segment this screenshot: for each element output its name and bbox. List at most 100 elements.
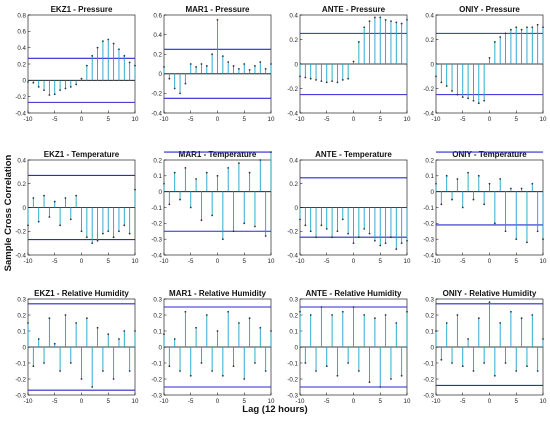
stem-marker <box>526 365 528 368</box>
stem-marker <box>320 80 323 83</box>
stem-marker <box>37 220 40 223</box>
stem-marker <box>184 167 187 169</box>
stem-marker <box>102 40 104 43</box>
y-tick-label: 0.8 <box>17 12 26 19</box>
stem-marker <box>477 317 480 320</box>
stem-marker <box>352 242 355 245</box>
y-tick-label: -0.2 <box>423 376 434 383</box>
subplot-7: ANTE - Temperature -0.4 -0.2 0 0.2 0.4 -10 -5 0 5… <box>287 150 411 265</box>
y-tick-label: 0.1 <box>153 328 162 335</box>
stem-marker <box>59 224 61 227</box>
x-tick-label: -10 <box>432 116 442 123</box>
x-tick-label: -5 <box>324 258 330 265</box>
x-tick-label: -10 <box>160 258 170 265</box>
subplot-title: ANTE - Temperature <box>315 150 392 159</box>
stem-marker <box>243 378 246 380</box>
x-tick-label: -5 <box>52 398 58 405</box>
stem-marker <box>435 330 437 332</box>
stem-marker <box>357 370 360 372</box>
x-tick-label: 0 <box>352 398 356 405</box>
stem-marker <box>128 370 131 372</box>
x-tick-label: 5 <box>379 398 383 405</box>
x-tick-label: 10 <box>132 258 139 265</box>
y-tick-label: 0.6 <box>17 29 26 36</box>
stem-marker <box>32 365 35 368</box>
x-tick-label: 10 <box>268 398 275 405</box>
stem-marker <box>493 41 496 43</box>
x-tick-label: 5 <box>379 258 383 265</box>
stem-marker <box>531 26 534 29</box>
y-tick-label: 0.2 <box>289 181 298 188</box>
stem-marker <box>341 310 344 313</box>
y-tick-label: 0.2 <box>289 37 298 44</box>
stem-marker <box>221 374 224 377</box>
stem-marker <box>37 85 40 88</box>
x-tick-label: 10 <box>540 116 547 123</box>
stem-marker <box>118 338 120 340</box>
subplot-12: ONIY - Relative Humidity -0.3 -0.2 -0.1 0 0.1… <box>423 289 547 405</box>
stem-marker <box>315 370 317 372</box>
stem-marker <box>248 68 251 71</box>
stem-marker <box>510 187 512 190</box>
stem-marker <box>232 65 235 67</box>
stem-marker <box>390 20 392 23</box>
stem-marker <box>205 314 208 316</box>
x-tick-label: -10 <box>432 398 442 405</box>
stem-marker <box>336 230 339 233</box>
stem-marker <box>123 330 126 332</box>
y-tick-label: -0.1 <box>423 360 434 367</box>
stem-marker <box>304 224 307 227</box>
stem-marker <box>499 322 502 324</box>
x-tick-label: 10 <box>404 116 411 123</box>
y-tick-label: -0.4 <box>287 110 298 117</box>
stem-marker <box>368 20 371 23</box>
stem-marker <box>299 218 301 221</box>
stem-marker <box>254 65 256 67</box>
subplot-5: EKZ1 - Temperature -0.4 -0.2 0 0.2 0.4 -10 -5 0 5… <box>15 150 139 265</box>
subplot-title: EKZ1 - Pressure <box>51 5 113 14</box>
y-tick-label: 0 <box>295 205 299 212</box>
stem-marker <box>536 230 539 233</box>
x-tick-label: -5 <box>52 258 58 265</box>
stem-marker <box>440 81 443 84</box>
stem-marker <box>400 22 403 25</box>
stem-marker <box>395 248 398 250</box>
stem-marker <box>472 99 475 102</box>
stem-marker <box>134 64 136 67</box>
stem-marker <box>461 206 464 209</box>
stem-marker <box>216 19 219 21</box>
stem-marker <box>205 171 208 174</box>
stem-marker <box>390 378 392 380</box>
x-tick-label: -10 <box>24 398 34 405</box>
stem-marker <box>163 333 165 336</box>
stem-marker <box>445 85 448 87</box>
stem-marker <box>112 378 115 380</box>
x-tick-label: 10 <box>132 116 139 123</box>
stem-marker <box>488 301 491 304</box>
stem-marker <box>189 63 192 65</box>
stem-marker <box>264 235 267 237</box>
stem-marker <box>80 230 83 233</box>
y-tick-label: -0.3 <box>151 392 162 399</box>
y-tick-label: 0 <box>23 78 27 85</box>
stem-marker <box>309 77 312 80</box>
stem-marker <box>357 236 360 239</box>
stem-marker <box>179 370 181 372</box>
stem-marker <box>248 171 251 174</box>
stem-marker <box>536 23 539 26</box>
stem-marker <box>184 82 187 85</box>
stem-marker <box>520 317 523 320</box>
x-tick-label: 10 <box>132 398 139 405</box>
y-tick-label: -0.4 <box>423 110 434 117</box>
stem-marker <box>37 338 40 340</box>
stem-marker <box>352 306 355 308</box>
x-tick-label: -10 <box>296 258 306 265</box>
y-tick-label: 0.1 <box>17 328 26 335</box>
stem-marker <box>368 381 371 384</box>
stem-marker <box>80 378 83 380</box>
stem-marker <box>53 342 56 345</box>
stem-marker <box>200 362 203 364</box>
x-tick-label: 10 <box>268 116 275 123</box>
stem-marker <box>357 41 360 43</box>
subplot-title: ONIY - Relative Humidity <box>443 289 537 298</box>
